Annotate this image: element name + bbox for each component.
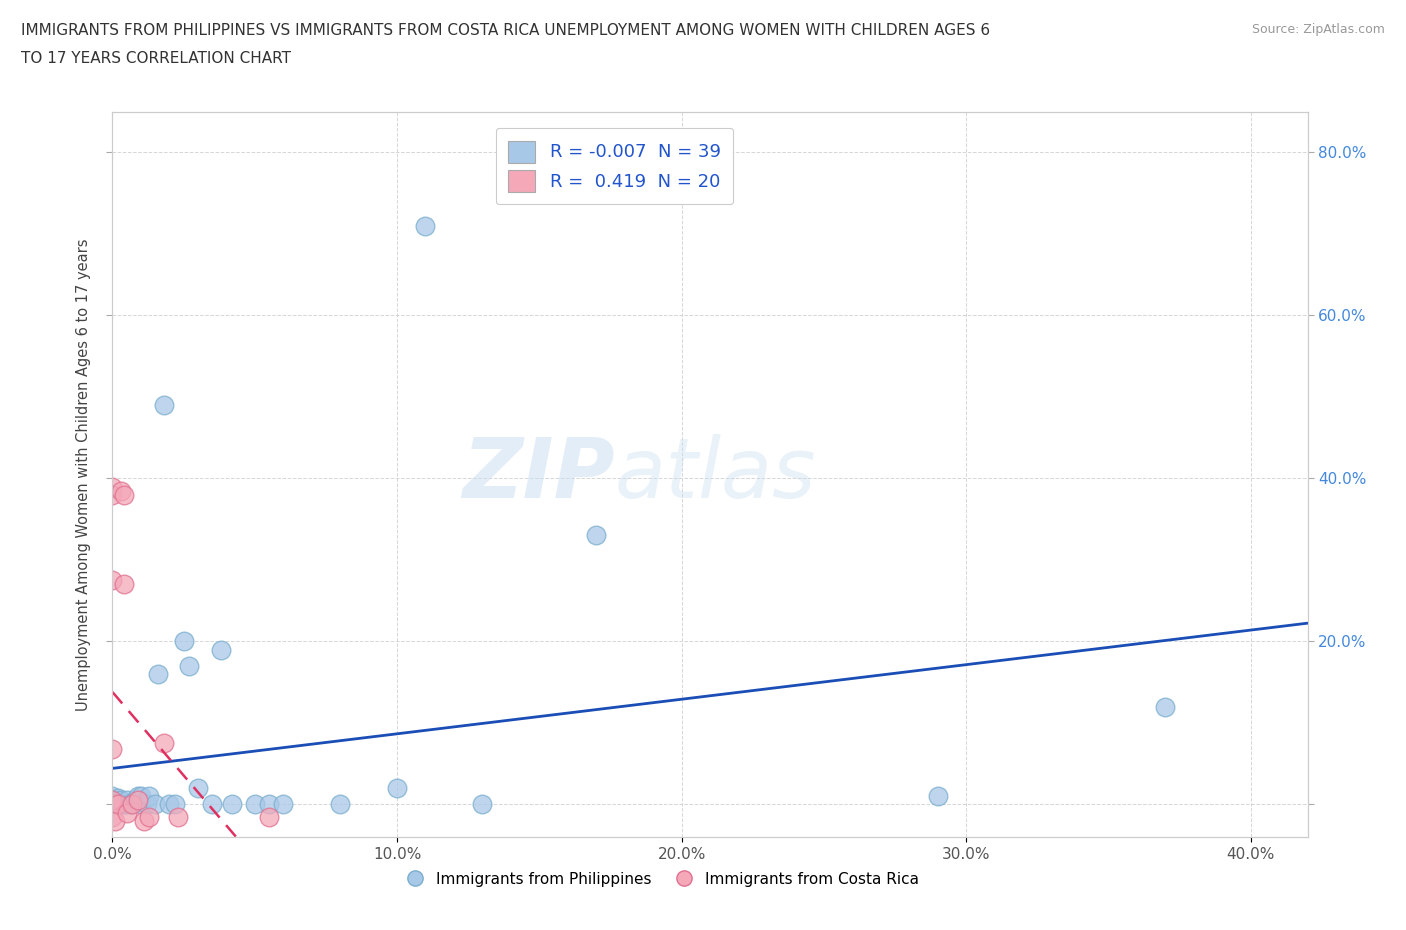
- Point: [257, 797, 280, 812]
- Point: [101, 741, 124, 756]
- Point: [138, 789, 160, 804]
- Point: [129, 797, 152, 812]
- Point: [112, 487, 135, 502]
- Point: [173, 634, 195, 649]
- Point: [127, 793, 149, 808]
- Point: [143, 797, 166, 812]
- Point: [101, 573, 124, 588]
- Point: [124, 793, 146, 808]
- Point: [115, 797, 138, 812]
- Point: [167, 809, 190, 824]
- Point: [146, 667, 169, 682]
- Point: [385, 780, 408, 795]
- Point: [209, 642, 232, 657]
- Point: [152, 398, 174, 413]
- Text: TO 17 YEARS CORRELATION CHART: TO 17 YEARS CORRELATION CHART: [21, 51, 291, 66]
- Point: [121, 797, 143, 812]
- Point: [107, 797, 129, 812]
- Point: [101, 809, 124, 824]
- Point: [101, 479, 124, 494]
- Text: IMMIGRANTS FROM PHILIPPINES VS IMMIGRANTS FROM COSTA RICA UNEMPLOYMENT AMONG WOM: IMMIGRANTS FROM PHILIPPINES VS IMMIGRANT…: [21, 23, 990, 38]
- Point: [585, 528, 607, 543]
- Point: [415, 219, 437, 233]
- Point: [101, 793, 124, 808]
- Point: [101, 797, 124, 812]
- Point: [101, 797, 124, 812]
- Point: [107, 797, 129, 812]
- Point: [138, 809, 160, 824]
- Point: [127, 789, 149, 804]
- Point: [1154, 699, 1177, 714]
- Point: [165, 797, 187, 812]
- Point: [157, 797, 180, 812]
- Point: [104, 793, 127, 808]
- Point: [110, 793, 132, 808]
- Point: [243, 797, 266, 812]
- Point: [271, 797, 294, 812]
- Point: [112, 577, 135, 591]
- Point: [132, 813, 155, 828]
- Point: [471, 797, 494, 812]
- Point: [329, 797, 352, 812]
- Point: [101, 789, 124, 804]
- Point: [201, 797, 224, 812]
- Point: [129, 789, 152, 804]
- Point: [101, 487, 124, 502]
- Point: [927, 789, 949, 804]
- Point: [152, 736, 174, 751]
- Y-axis label: Unemployment Among Women with Children Ages 6 to 17 years: Unemployment Among Women with Children A…: [76, 238, 91, 711]
- Text: Source: ZipAtlas.com: Source: ZipAtlas.com: [1251, 23, 1385, 36]
- Point: [118, 797, 141, 812]
- Point: [187, 780, 209, 795]
- Point: [121, 797, 143, 812]
- Point: [221, 797, 243, 812]
- Point: [115, 805, 138, 820]
- Point: [110, 484, 132, 498]
- Point: [257, 809, 280, 824]
- Point: [107, 790, 129, 805]
- Point: [135, 797, 157, 812]
- Point: [104, 813, 127, 828]
- Legend: Immigrants from Philippines, Immigrants from Costa Rica: Immigrants from Philippines, Immigrants …: [398, 864, 927, 895]
- Point: [115, 793, 138, 808]
- Point: [110, 797, 132, 812]
- Text: atlas: atlas: [614, 433, 815, 515]
- Point: [112, 797, 135, 812]
- Point: [179, 658, 201, 673]
- Text: ZIP: ZIP: [461, 433, 614, 515]
